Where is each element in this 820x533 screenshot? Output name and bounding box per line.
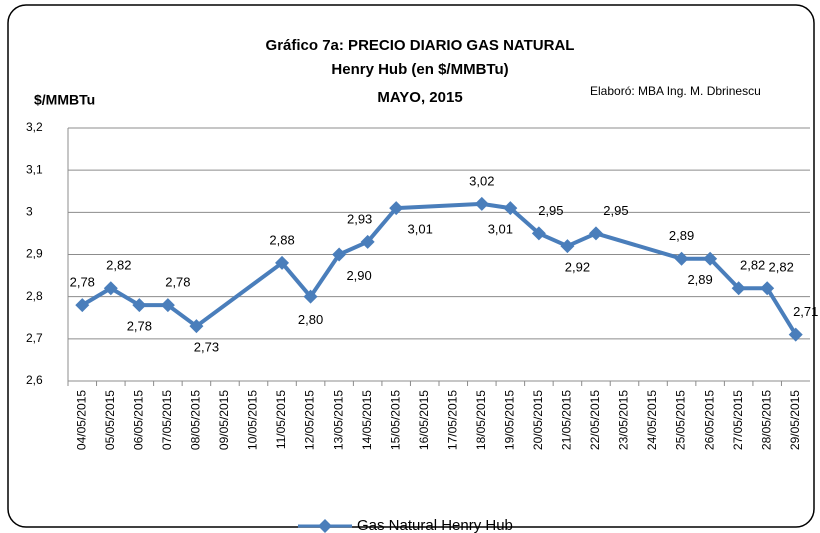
y-tick-label: 2,6 (26, 373, 43, 387)
x-tick-label: 16/05/2015 (417, 390, 431, 450)
data-label: 2,82 (769, 260, 794, 275)
data-point (389, 201, 404, 216)
x-tick-label: 08/05/2015 (189, 390, 203, 450)
data-label: 2,78 (165, 275, 190, 290)
x-tick-label: 24/05/2015 (645, 390, 659, 450)
y-tick-label: 3 (26, 205, 33, 219)
x-tick-label: 12/05/2015 (303, 390, 317, 450)
data-label: 2,73 (194, 340, 219, 355)
data-point (275, 255, 290, 270)
x-tick-label: 28/05/2015 (759, 390, 773, 450)
x-tick-label: 04/05/2015 (74, 390, 88, 450)
data-label: 2,89 (669, 228, 694, 243)
data-label: 2,82 (106, 258, 131, 273)
data-point (760, 281, 775, 296)
data-label: 3,02 (469, 173, 494, 188)
data-label: 2,88 (269, 232, 294, 247)
y-tick-label: 3,2 (26, 120, 43, 134)
data-label: 3,01 (488, 222, 513, 237)
data-point (588, 226, 603, 241)
x-tick-label: 18/05/2015 (474, 390, 488, 450)
data-point (531, 226, 546, 241)
data-label: 2,89 (687, 272, 712, 287)
data-point (703, 251, 718, 266)
data-label: 2,71 (793, 304, 818, 319)
x-tick-label: 10/05/2015 (246, 390, 260, 450)
y-tick-label: 2,8 (26, 289, 43, 303)
data-label: 2,82 (740, 258, 765, 273)
data-point (360, 234, 375, 249)
x-tick-label: 11/05/2015 (274, 390, 288, 449)
y-tick-label: 2,7 (26, 331, 43, 345)
x-tick-label: 07/05/2015 (160, 390, 174, 450)
x-tick-label: 13/05/2015 (331, 390, 345, 450)
data-label: 2,92 (565, 260, 590, 275)
x-tick-label: 27/05/2015 (731, 390, 745, 450)
x-tick-label: 05/05/2015 (103, 390, 117, 450)
annotation: Elaboró: MBA Ing. M. Dbrinescu (590, 84, 761, 98)
legend-marker (318, 519, 332, 533)
x-tick-label: 23/05/2015 (617, 390, 631, 450)
x-tick-label: 06/05/2015 (132, 390, 146, 450)
data-label: 2,78 (127, 319, 152, 334)
data-label: 2,80 (298, 312, 323, 327)
x-tick-label: 22/05/2015 (588, 390, 602, 450)
data-point (75, 298, 90, 313)
data-point (303, 289, 318, 304)
data-point (103, 281, 118, 296)
y-tick-label: 2,9 (26, 247, 43, 261)
x-tick-label: 09/05/2015 (217, 390, 231, 450)
x-tick-label: 25/05/2015 (674, 390, 688, 450)
data-point (189, 319, 204, 334)
data-point (332, 247, 347, 262)
data-point (132, 298, 147, 313)
x-tick-label: 17/05/2015 (445, 390, 459, 450)
data-point (474, 196, 489, 211)
chart-subtitle: Henry Hub (en $/MMBTu) (331, 61, 508, 78)
chart-title: Gráfico 7a: PRECIO DIARIO GAS NATURAL (266, 37, 575, 54)
x-tick-label: 14/05/2015 (360, 390, 374, 450)
data-point (503, 201, 518, 216)
x-tick-label: 15/05/2015 (388, 390, 402, 450)
data-point (788, 327, 803, 342)
y-axis-label: $/MMBTu (34, 92, 95, 108)
chart-frame (7, 4, 815, 528)
data-label: 2,78 (70, 275, 95, 290)
data-label: 2,95 (538, 203, 563, 218)
data-label: 2,90 (346, 268, 371, 283)
legend-label: Gas Natural Henry Hub (357, 517, 513, 533)
chart-subtitle: MAYO, 2015 (377, 89, 462, 106)
data-point (674, 251, 689, 266)
data-label: 2,93 (347, 211, 372, 226)
data-point (160, 298, 175, 313)
data-label: 2,95 (603, 203, 628, 218)
x-tick-label: 29/05/2015 (788, 390, 802, 450)
x-tick-label: 21/05/2015 (560, 390, 574, 450)
data-point (560, 239, 575, 254)
x-tick-label: 26/05/2015 (702, 390, 716, 450)
x-tick-label: 19/05/2015 (503, 390, 517, 450)
y-tick-label: 3,1 (26, 162, 43, 176)
data-point (731, 281, 746, 296)
data-label: 3,01 (408, 222, 433, 237)
x-tick-label: 20/05/2015 (531, 390, 545, 450)
